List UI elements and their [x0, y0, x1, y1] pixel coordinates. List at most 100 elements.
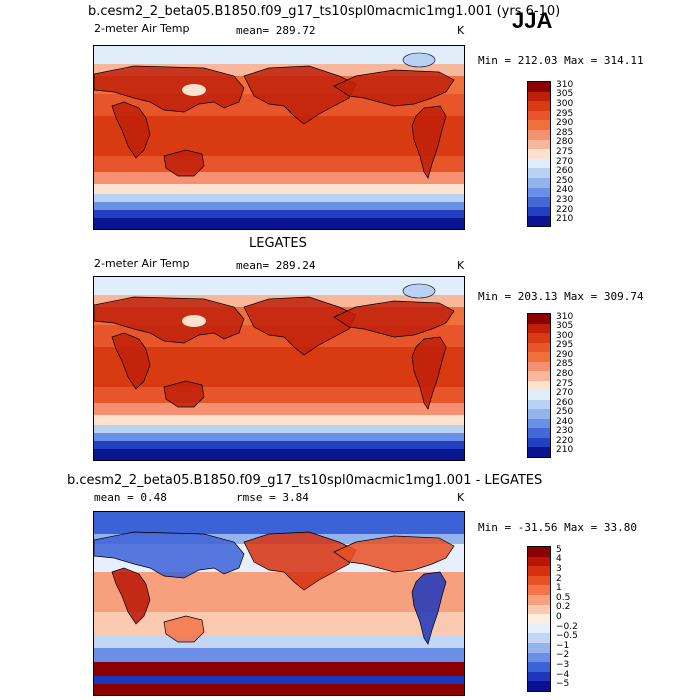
- colorbar-tick-label: 220: [556, 435, 574, 446]
- colorbar-segment: [528, 352, 550, 362]
- colorbar-segment: [528, 575, 550, 586]
- colorbar-segment: [528, 216, 550, 226]
- colorbar-tick-label: −3: [556, 660, 570, 670]
- colorbar-segment: [528, 91, 550, 102]
- colorbar-segment: [528, 623, 550, 634]
- colorbar-segment: [528, 333, 550, 343]
- colorbar-segment: [528, 120, 550, 130]
- panel-diff-title: b.cesm2_2_beta05.B1850.f09_g17_ts10spl0m…: [67, 473, 543, 488]
- colorbar-tick-label: 305: [556, 89, 574, 100]
- colorbar-segment: [528, 642, 550, 653]
- colorbar-tick-label: −0.5: [556, 631, 578, 642]
- colorbar-segment: [528, 323, 550, 334]
- colorbar-tick-label: 295: [556, 108, 574, 119]
- panel-model-minmax: Min = 212.03 Max = 314.11: [478, 54, 644, 67]
- colorbar-tick-label: 4: [556, 554, 562, 565]
- panel-diff-rmse: rmse = 3.84: [236, 491, 309, 504]
- colorbar-segment: [528, 361, 550, 372]
- colorbar-segment: [528, 671, 550, 682]
- colorbar-tick-label: 280: [556, 137, 574, 148]
- colorbar-tick-label: 240: [556, 185, 574, 196]
- colorbar-segment: [528, 594, 550, 605]
- colorbar-segment: [528, 129, 550, 140]
- colorbar-segment: [528, 380, 550, 391]
- colorbar-segment: [528, 447, 550, 457]
- colorbar-segment: [528, 681, 550, 691]
- colorbar-tick-label: 230: [556, 195, 574, 205]
- colorbar-segment: [528, 437, 550, 448]
- colorbar-segment: [528, 390, 550, 400]
- panel-model-mean: mean= 289.72: [236, 24, 316, 37]
- colorbar-segment: [528, 418, 550, 429]
- colorbar-tick-label: 210: [556, 214, 574, 225]
- colorbar-tick-label: 0.2: [556, 602, 571, 613]
- panel-obs-mean: mean= 289.24: [236, 259, 316, 272]
- colorbar-tick-label: −1: [556, 640, 570, 651]
- colorbar-tick-label: 270: [556, 388, 574, 399]
- colorbar-segment: [528, 371, 550, 381]
- colorbar-tick-label: 240: [556, 416, 574, 427]
- panel-model-units: K: [457, 24, 465, 37]
- colorbar-tick-label: 0: [556, 612, 562, 622]
- colorbar-segment: [528, 399, 550, 410]
- model-title: b.cesm2_2_beta05.B1850.f09_g17_ts10spl0m…: [88, 4, 561, 19]
- colorbar-tick-label: −5: [556, 679, 570, 690]
- colorbar-segment: [528, 566, 550, 576]
- colorbar-segment: [528, 110, 550, 121]
- colorbar-tick-label: 5: [556, 544, 562, 555]
- season-label: JJA: [512, 8, 553, 33]
- colorbar-tick-label: −4: [556, 669, 570, 680]
- colorbar-tick-label: 290: [556, 118, 574, 129]
- colorbar-tick-label: 310: [556, 79, 574, 90]
- panel-obs-units: K: [457, 259, 465, 272]
- map-svg: [94, 277, 464, 460]
- colorbar-segment: [528, 547, 550, 557]
- colorbar-tick-label: 285: [556, 359, 574, 370]
- colorbar-segment: [528, 139, 550, 150]
- colorbar-tick-label: 220: [556, 204, 574, 215]
- map-svg: [94, 512, 464, 695]
- colorbar-tick-label: 310: [556, 311, 574, 322]
- colorbar-tick-label: −0.2: [556, 621, 578, 632]
- panel-obs-colorbar: [527, 313, 551, 458]
- colorbar-segment: [528, 314, 550, 324]
- colorbar-segment: [528, 149, 550, 159]
- colorbar-segment: [528, 158, 550, 169]
- map-svg: [94, 46, 464, 229]
- colorbar-segment: [528, 585, 550, 595]
- colorbar-tick-label: −2: [556, 650, 570, 661]
- colorbar-tick-label: 1: [556, 583, 562, 594]
- colorbar-tick-label: 300: [556, 330, 574, 341]
- panel-diff-mean: mean = 0.48: [94, 491, 167, 504]
- colorbar-tick-label: 270: [556, 156, 574, 167]
- colorbar-segment: [528, 177, 550, 188]
- colorbar-segment: [528, 82, 550, 92]
- colorbar-tick-label: 3: [556, 564, 562, 574]
- colorbar-segment: [528, 342, 550, 353]
- panel-diff-map: [93, 511, 465, 696]
- colorbar-segment: [528, 633, 550, 643]
- colorbar-segment: [528, 428, 550, 438]
- panel-model-colorbar: [527, 81, 551, 227]
- colorbar-tick-label: 210: [556, 445, 574, 456]
- panel-obs-map: [93, 276, 465, 461]
- colorbar-segment: [528, 556, 550, 567]
- panel-obs-title: LEGATES: [249, 236, 307, 251]
- colorbar-segment: [528, 168, 550, 178]
- colorbar-tick-label: 260: [556, 397, 574, 408]
- panel-diff-units: K: [457, 491, 465, 504]
- colorbar-segment: [528, 662, 550, 672]
- colorbar-segment: [528, 197, 550, 207]
- colorbar-segment: [528, 604, 550, 615]
- colorbar-tick-label: 305: [556, 321, 574, 332]
- colorbar-tick-label: 275: [556, 147, 574, 157]
- colorbar-tick-label: 285: [556, 127, 574, 138]
- panel-diff-minmax: Min = -31.56 Max = 33.80: [478, 521, 637, 534]
- colorbar-segment: [528, 409, 550, 419]
- colorbar-tick-label: 260: [556, 166, 574, 177]
- colorbar-tick-label: 250: [556, 175, 574, 186]
- colorbar-tick-label: 295: [556, 340, 574, 351]
- colorbar-tick-label: 2: [556, 573, 562, 584]
- colorbar-segment: [528, 652, 550, 663]
- panel-diff-colorbar: [527, 546, 551, 692]
